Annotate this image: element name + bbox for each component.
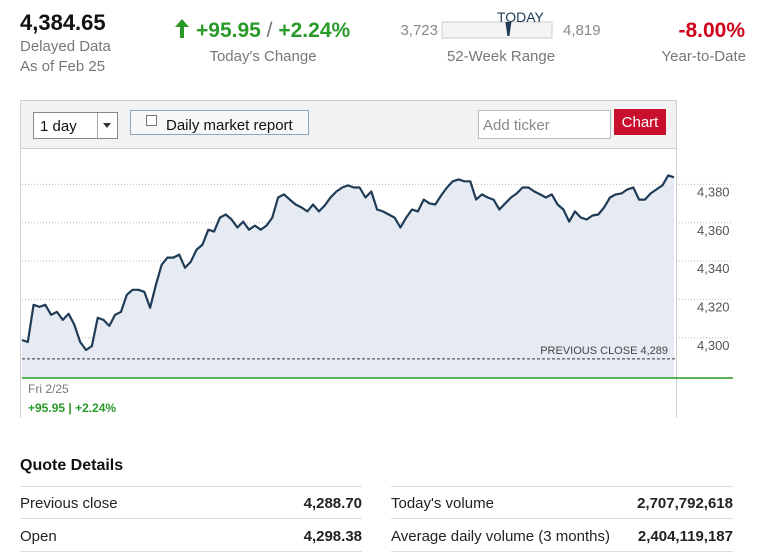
quote-label: Average daily volume (3 months) [391, 528, 610, 545]
up-arrow [175, 19, 189, 38]
report-box[interactable] [130, 110, 309, 135]
quote-value: 2,707,792,618 [637, 495, 733, 512]
quote-title: Quote Details [20, 457, 123, 474]
range-label: 52-Week Range [447, 48, 555, 65]
quote-label: Previous close [20, 495, 118, 512]
ytd: -8.00% [678, 19, 745, 42]
today-change: +95.95 / +2.24% [196, 19, 350, 42]
y-tick-label: 4,360 [697, 223, 730, 238]
change: +95.95 [196, 19, 261, 42]
range-marker-label: TODAY [497, 9, 545, 25]
area [22, 175, 674, 378]
range-bar [441, 21, 553, 39]
report-text[interactable]: Daily market report [166, 117, 294, 134]
separator: / [267, 19, 273, 42]
quote-label: Today's volume [391, 495, 494, 512]
price-line [21, 174, 675, 352]
chart-change: +95.95 | +2.24% [28, 401, 116, 415]
select-box[interactable] [33, 112, 118, 139]
ytd-label: Year-to-Date [662, 48, 747, 65]
quote-value: 2,404,119,187 [638, 528, 733, 545]
previous-close-label: PREVIOUS CLOSE 4,289 [540, 345, 668, 357]
select-text[interactable]: 1 day [40, 118, 77, 135]
range-low: 3,723 [400, 22, 438, 39]
plot: PREVIOUS CLOSE 4,289 4,300 4,320 4,340 4,360… [21, 174, 733, 379]
y-tick-label: 4,320 [697, 299, 730, 314]
range-marker [505, 22, 512, 36]
y-tick-label: 4,380 [697, 184, 730, 199]
report-toggle[interactable]: Daily market report [130, 110, 309, 135]
date-label: Fri 2/25 [28, 382, 69, 396]
range-high: 4,819 [563, 22, 601, 39]
chart-button[interactable] [614, 109, 666, 135]
change-label: Today's Change [209, 48, 316, 65]
y-tick-label: 4,340 [697, 261, 730, 276]
quote-value: 4,298.38 [304, 528, 362, 545]
ticker-placeholder[interactable]: Add ticker [483, 117, 550, 134]
checkbox[interactable] [146, 115, 157, 126]
y-tick-label: 4,300 [697, 338, 730, 353]
change-pct: +2.24% [278, 19, 350, 42]
period-select[interactable]: 1 day [33, 112, 118, 139]
delayed-note: Delayed Data [20, 38, 112, 55]
quote-label: Open [20, 528, 57, 545]
chart-button-text[interactable]: Chart [622, 114, 660, 131]
quote-value: 4,288.70 [304, 495, 362, 512]
ticker-input[interactable] [478, 110, 611, 139]
price: 4,384.65 [20, 10, 106, 35]
quote-table: Previous close 4,288.70 Open 4,298.38 Today'… [20, 486, 733, 552]
select-arrow [103, 123, 111, 128]
as-of: As of Feb 25 [20, 58, 105, 75]
